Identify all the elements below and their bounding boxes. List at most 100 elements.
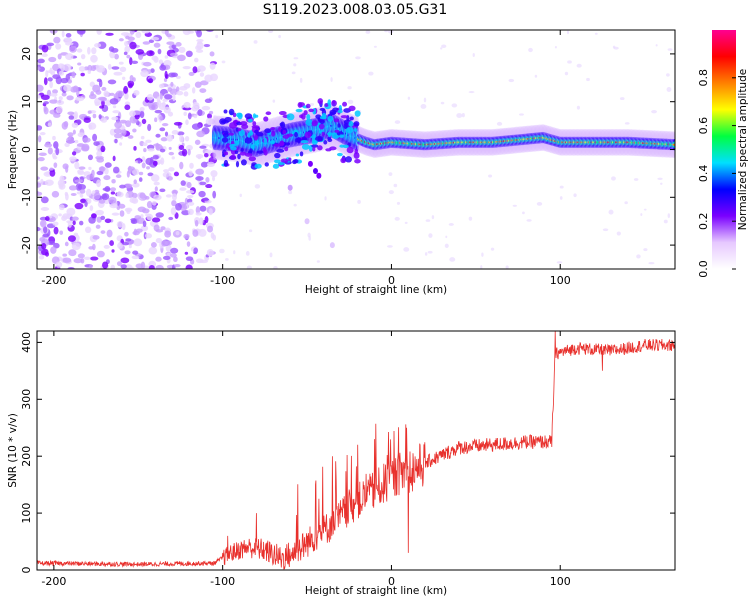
noise-cell bbox=[163, 169, 170, 173]
noise-cell bbox=[45, 142, 50, 146]
noise-cell bbox=[58, 213, 62, 217]
faint-cell bbox=[387, 30, 394, 34]
noise-cell bbox=[134, 215, 142, 220]
snr-frame bbox=[37, 331, 675, 570]
noise-cell bbox=[113, 128, 122, 134]
noise-cell bbox=[127, 166, 135, 171]
noise-cell bbox=[75, 96, 85, 102]
noise-cell bbox=[138, 171, 144, 176]
noise-cell bbox=[148, 39, 155, 44]
noise-cell bbox=[183, 101, 191, 109]
noise-cell bbox=[70, 192, 77, 196]
noise-cell bbox=[90, 65, 97, 72]
noise-cell bbox=[207, 225, 214, 233]
noise-cell bbox=[179, 134, 184, 143]
noise-cell bbox=[203, 197, 209, 202]
noise-cell bbox=[120, 128, 127, 137]
noise-cell bbox=[182, 107, 192, 111]
noise-cell bbox=[199, 88, 207, 93]
turbulent-cell bbox=[227, 132, 235, 136]
noise-cell bbox=[94, 43, 102, 48]
faint-cell bbox=[576, 63, 582, 68]
noise-cell bbox=[49, 99, 58, 104]
y-tick-label: 0 bbox=[20, 567, 33, 574]
noise-cell bbox=[199, 259, 208, 264]
turbulent-cell bbox=[312, 147, 316, 152]
noise-cell bbox=[141, 208, 150, 214]
turbulent-cell bbox=[234, 140, 240, 146]
faint-cell bbox=[248, 229, 253, 233]
noise-cell bbox=[81, 145, 90, 152]
turbulent-cell bbox=[301, 144, 310, 150]
noise-cell bbox=[58, 96, 63, 101]
faint-cell bbox=[505, 265, 509, 269]
noise-cell bbox=[66, 95, 74, 101]
noise-cell bbox=[52, 135, 56, 141]
noise-cell bbox=[152, 154, 159, 160]
noise-cell bbox=[66, 136, 75, 144]
faint-cell bbox=[221, 60, 226, 64]
noise-cell bbox=[193, 247, 199, 254]
noise-cell bbox=[199, 205, 207, 212]
faint-cell bbox=[347, 99, 354, 105]
faint-cell bbox=[355, 56, 361, 60]
noise-cell bbox=[64, 191, 68, 197]
noise-cell bbox=[150, 68, 155, 73]
noise-cell bbox=[64, 241, 69, 247]
noise-cell bbox=[56, 100, 65, 105]
turbulent-cell bbox=[340, 157, 347, 164]
turbulent-cell bbox=[346, 146, 354, 154]
noise-cell bbox=[111, 179, 116, 184]
noise-cell bbox=[133, 90, 140, 96]
turbulent-cell bbox=[269, 140, 275, 145]
faint-cell bbox=[225, 257, 229, 261]
noise-cell bbox=[79, 193, 84, 198]
noise-cell bbox=[90, 54, 98, 63]
noise-cell bbox=[166, 41, 175, 46]
noise-cell bbox=[196, 30, 202, 38]
turbulent-cell bbox=[249, 148, 253, 153]
faint-cell bbox=[567, 60, 572, 64]
faint-cell bbox=[624, 122, 630, 125]
noise-cell bbox=[198, 228, 207, 237]
noise-cell bbox=[68, 185, 78, 191]
noise-cell bbox=[104, 185, 111, 192]
turbulent-cell bbox=[280, 121, 286, 129]
noise-cell bbox=[44, 179, 54, 186]
noise-cell bbox=[40, 207, 50, 211]
noise-cell bbox=[194, 57, 199, 63]
faint-cell bbox=[245, 251, 250, 256]
noise-cell bbox=[207, 113, 212, 120]
noise-cell bbox=[181, 148, 188, 157]
noise-cell bbox=[209, 51, 215, 57]
faint-cell bbox=[556, 261, 563, 264]
faint-cell bbox=[616, 231, 621, 236]
noise-cell bbox=[123, 51, 128, 56]
noise-cell bbox=[60, 63, 65, 72]
noise-cell bbox=[133, 179, 137, 185]
faint-cell bbox=[554, 46, 557, 49]
noise-cell bbox=[205, 117, 215, 126]
noise-cell bbox=[96, 179, 101, 188]
x-tick-label: -200 bbox=[41, 575, 66, 588]
noise-cell bbox=[74, 202, 84, 210]
noise-cell bbox=[179, 187, 187, 191]
noise-cell bbox=[111, 212, 120, 216]
noise-cell bbox=[52, 89, 59, 94]
x-tick-label: -100 bbox=[210, 575, 235, 588]
noise-cell bbox=[88, 166, 92, 171]
noise-cell bbox=[199, 145, 207, 149]
noise-cell bbox=[141, 30, 151, 34]
faint-cell bbox=[444, 243, 449, 248]
y-tick-label: 0 bbox=[20, 146, 33, 153]
faint-cell bbox=[273, 265, 278, 269]
faint-cell bbox=[496, 121, 503, 126]
noise-cell bbox=[79, 220, 84, 226]
noise-cell bbox=[144, 195, 150, 200]
noise-cell bbox=[142, 142, 148, 147]
noise-cell bbox=[67, 266, 75, 269]
noise-cell bbox=[55, 43, 62, 50]
faint-cell bbox=[425, 219, 431, 222]
faint-cell bbox=[490, 247, 495, 251]
